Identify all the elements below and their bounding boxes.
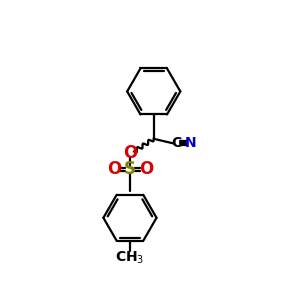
Text: CH$_3$: CH$_3$ [115, 249, 145, 266]
Text: C: C [172, 136, 182, 150]
Text: O: O [123, 144, 137, 162]
Text: O: O [107, 160, 121, 178]
Text: S: S [124, 160, 136, 178]
Text: O: O [139, 160, 153, 178]
Text: N: N [184, 136, 196, 150]
